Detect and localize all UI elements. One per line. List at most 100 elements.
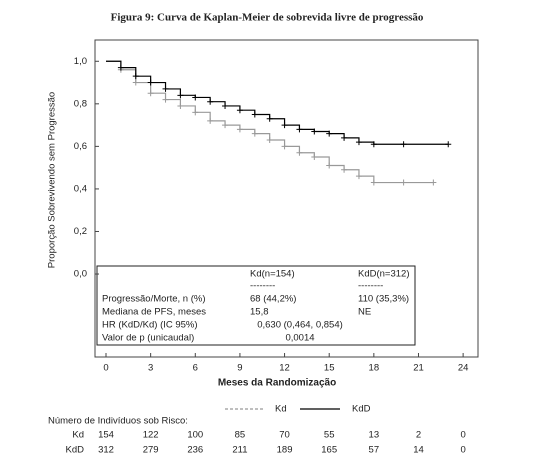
- at-risk-value: 85: [235, 430, 246, 441]
- censor-mark: [341, 166, 348, 173]
- y-tick-label: 0,4: [74, 183, 87, 194]
- at-risk-value: 165: [321, 445, 337, 456]
- censor-mark: [177, 92, 184, 99]
- censor-mark: [311, 128, 318, 135]
- y-tick-label: 0,0: [74, 269, 87, 280]
- censor-mark: [355, 173, 362, 180]
- y-tick-label: 0,6: [74, 141, 87, 152]
- x-tick-label: 6: [193, 363, 198, 374]
- y-tick-label: 1,0: [74, 56, 87, 67]
- censor-mark: [192, 94, 199, 101]
- censor-mark: [296, 149, 303, 156]
- at-risk-value: 189: [277, 445, 293, 456]
- censor-mark: [236, 126, 243, 133]
- at-risk-value: 0: [460, 445, 465, 456]
- table-cell: 68 (44,2%): [250, 294, 296, 305]
- plot-frame: [94, 39, 479, 358]
- at-risk-value: 70: [279, 430, 290, 441]
- table-cell: NE: [358, 307, 371, 318]
- censor-mark: [147, 79, 154, 86]
- legend-label: KdD: [352, 404, 371, 415]
- censor-mark: [445, 141, 452, 148]
- legend-label: Kd: [275, 404, 287, 415]
- censor-mark: [296, 126, 303, 133]
- table-label: HR (KdD/Kd) (IC 95%): [102, 320, 198, 331]
- table-label: Valor de p (unicaudal): [102, 333, 194, 344]
- censor-mark: [207, 117, 214, 124]
- table-headers: KdD(n=312): [358, 269, 410, 280]
- x-tick-label: 9: [237, 363, 242, 374]
- censor-mark: [430, 179, 437, 186]
- chart-title: Figura 9: Curva de Kaplan-Meier de sobre…: [111, 12, 424, 24]
- table-label: Progressão/Morte, n (%): [102, 294, 205, 305]
- table-cell: 15,8: [250, 307, 269, 318]
- at-risk-value: 279: [143, 445, 159, 456]
- censor-mark: [177, 102, 184, 109]
- censor-mark: [281, 122, 288, 129]
- censor-mark: [251, 111, 258, 118]
- censor-mark: [236, 107, 243, 114]
- table-label: Mediana de PFS, meses: [102, 307, 206, 318]
- at-risk-value: 122: [143, 430, 159, 441]
- censor-mark: [400, 141, 407, 148]
- x-tick-label: 12: [279, 363, 290, 374]
- at-risk-value: 154: [98, 430, 114, 441]
- censor-mark: [355, 139, 362, 146]
- at-risk-value: 100: [187, 430, 203, 441]
- x-tick-label: 18: [369, 363, 380, 374]
- censor-mark: [370, 141, 377, 148]
- table-cell: 110 (35,3%): [358, 294, 409, 305]
- at-risk-label: Kd: [72, 430, 84, 441]
- km-curve: [106, 60, 434, 184]
- at-risk-value: 57: [369, 445, 380, 456]
- censor-mark: [117, 64, 124, 71]
- x-tick-label: 21: [413, 363, 424, 374]
- x-tick-label: 15: [324, 363, 335, 374]
- table-separators: --------: [358, 281, 383, 292]
- summary-box: [96, 265, 416, 346]
- censor-mark: [192, 109, 199, 116]
- censor-mark: [222, 122, 229, 129]
- x-tick-label: 24: [458, 363, 469, 374]
- at-risk-label: KdD: [66, 445, 85, 456]
- censor-mark: [162, 85, 169, 92]
- censor-mark: [326, 162, 333, 169]
- censor-mark: [132, 73, 139, 80]
- censor-mark: [222, 102, 229, 109]
- censor-mark: [147, 90, 154, 97]
- at-risk-title: Número de Indivíduos sob Risco:: [48, 416, 188, 427]
- km-curve: [106, 60, 449, 145]
- table-cell: 0,630 (0,464, 0,854): [257, 320, 343, 331]
- censor-mark: [311, 154, 318, 161]
- censor-mark: [370, 179, 377, 186]
- at-risk-value: 55: [324, 430, 335, 441]
- censor-mark: [132, 79, 139, 86]
- censor-mark: [326, 130, 333, 137]
- at-risk-value: 13: [369, 430, 380, 441]
- censor-mark: [266, 115, 273, 122]
- censor-mark: [162, 96, 169, 103]
- censor-mark: [266, 136, 273, 143]
- censor-mark: [281, 143, 288, 150]
- table-separators: --------: [250, 281, 275, 292]
- censor-mark: [251, 130, 258, 137]
- at-risk-value: 312: [98, 445, 114, 456]
- censor-mark: [207, 98, 214, 105]
- y-tick-label: 0,8: [74, 98, 87, 109]
- x-axis-label: Meses da Randomização: [218, 378, 336, 389]
- x-tick-label: 0: [103, 363, 108, 374]
- at-risk-value: 0: [460, 430, 465, 441]
- table-cell: 0,0014: [285, 333, 314, 344]
- y-axis-label: Proporção Sobrevivendo sem Progressão: [47, 92, 58, 268]
- at-risk-value: 14: [413, 445, 424, 456]
- censor-mark: [400, 179, 407, 186]
- at-risk-value: 211: [232, 445, 247, 456]
- y-tick-label: 0,2: [74, 226, 87, 237]
- table-headers: Kd(n=154): [250, 269, 295, 280]
- at-risk-value: 236: [187, 445, 203, 456]
- x-tick-label: 3: [148, 363, 153, 374]
- censor-mark: [341, 134, 348, 141]
- at-risk-value: 2: [416, 430, 421, 441]
